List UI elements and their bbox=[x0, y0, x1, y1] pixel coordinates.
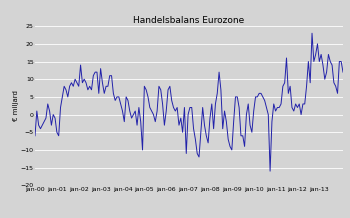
Title: Handelsbalans Eurozone: Handelsbalans Eurozone bbox=[133, 16, 245, 25]
Y-axis label: € miljard: € miljard bbox=[13, 90, 19, 121]
